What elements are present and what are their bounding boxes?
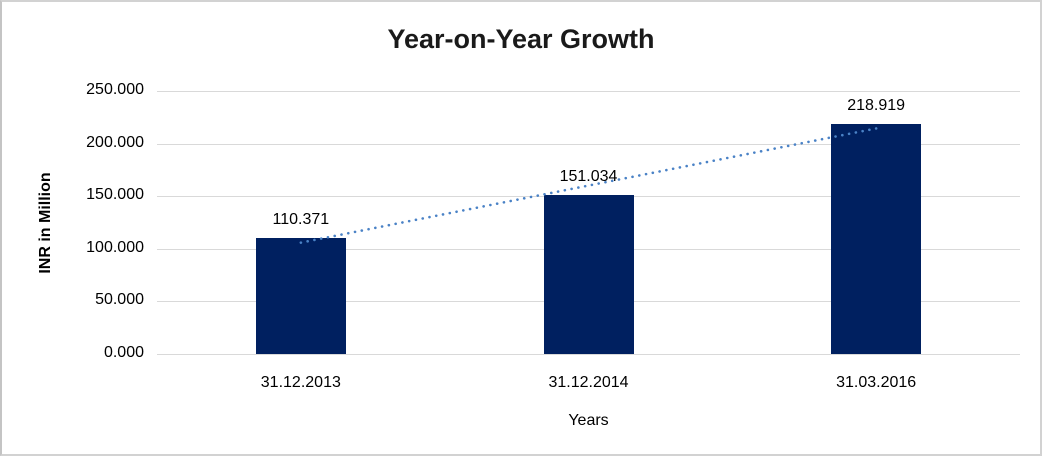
y-tick-label: 200.000	[86, 133, 144, 151]
data-label: 218.919	[847, 96, 906, 114]
y-tick-label: 150.000	[86, 186, 144, 204]
y-tick-label: 50.000	[95, 291, 144, 309]
bar	[255, 237, 346, 354]
x-tick-label: 31.12.2014	[548, 374, 629, 391]
chart-title: Year-on-Year Growth	[387, 24, 655, 54]
x-tick-label: 31.03.2016	[836, 374, 917, 391]
data-label: 110.371	[272, 210, 330, 228]
y-tick-label: 0.000	[103, 344, 144, 361]
y-tick-label: 250.000	[86, 81, 144, 98]
x-axis-line	[157, 354, 1020, 355]
bar	[543, 195, 634, 354]
data-label: 151.034	[559, 168, 618, 186]
x-axis-title: Years	[568, 412, 609, 429]
gridline	[157, 91, 1020, 92]
y-tick-label: 100.000	[86, 238, 144, 256]
bar	[831, 123, 922, 354]
x-tick-label: 31.12.2013	[260, 374, 341, 391]
